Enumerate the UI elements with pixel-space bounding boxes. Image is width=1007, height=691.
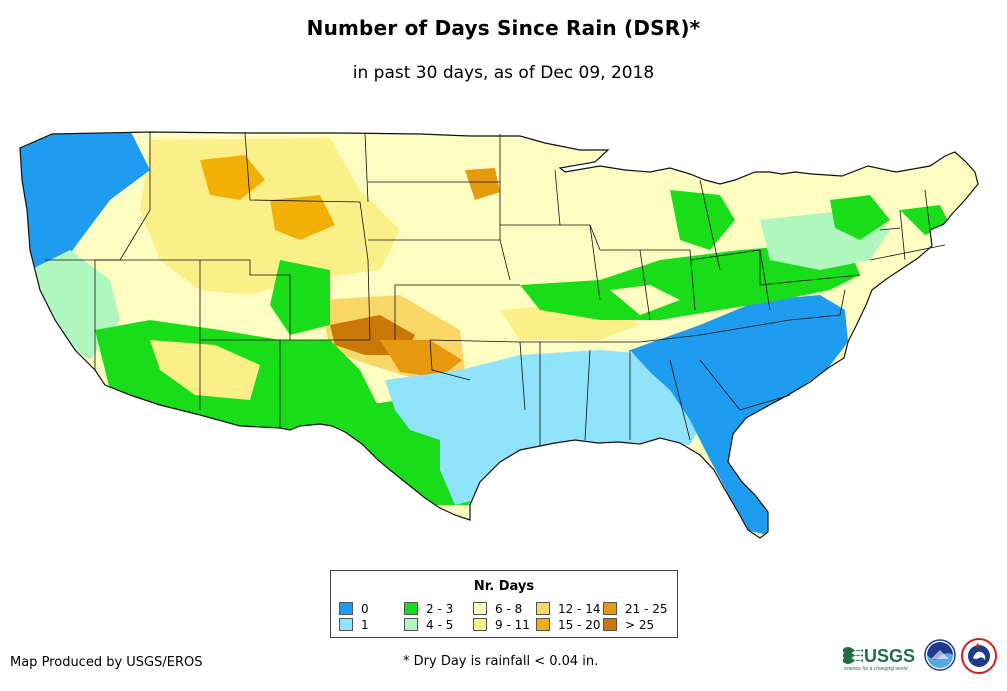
us-dsr-map xyxy=(19,131,979,539)
legend-item-15-20: 15 - 20 xyxy=(536,618,601,632)
legend-title: Nr. Days xyxy=(473,579,535,594)
legend-swatch xyxy=(339,602,353,615)
usgs-tagline: science for a changing world xyxy=(844,666,908,672)
usgs-logo: USGS science for a changing world xyxy=(843,646,915,672)
legend-item-1: 1 xyxy=(339,618,369,632)
legend-swatch xyxy=(404,618,418,631)
legend-item-0: 0 xyxy=(339,602,369,616)
noaa-logo xyxy=(924,639,956,671)
legend-item-6-8: 6 - 8 xyxy=(473,602,522,616)
legend-swatch xyxy=(536,618,550,631)
legend-item-over-25: > 25 xyxy=(603,618,654,632)
map-title: Number of Days Since Rain (DSR)* xyxy=(306,16,701,40)
state-boundaries xyxy=(45,132,946,446)
legend-item-12-14: 12 - 14 xyxy=(536,602,601,616)
legend-item-21-25: 21 - 25 xyxy=(603,602,668,616)
rain-days-fill xyxy=(20,132,978,538)
legend-item-4-5: 4 - 5 xyxy=(404,618,453,632)
nws-logo xyxy=(961,638,997,674)
map-credit: Map Produced by USGS/EROS xyxy=(10,655,203,670)
legend-item-2-3: 2 - 3 xyxy=(404,602,453,616)
legend-swatch xyxy=(603,602,617,615)
legend-swatch xyxy=(473,618,487,631)
legend-swatch xyxy=(473,602,487,615)
legend: Nr. Days 0 1 2 - 3 4 - 5 6 - 8 9 - 11 12… xyxy=(330,570,678,638)
legend-swatch xyxy=(536,602,550,615)
usgs-logo-text: USGS xyxy=(864,646,915,666)
legend-swatch xyxy=(339,618,353,631)
map-subtitle: in past 30 days, as of Dec 09, 2018 xyxy=(352,63,655,83)
dry-day-footnote: * Dry Day is rainfall < 0.04 in. xyxy=(403,654,599,669)
legend-swatch xyxy=(603,618,617,631)
legend-swatch xyxy=(404,602,418,615)
legend-item-9-11: 9 - 11 xyxy=(473,618,530,632)
